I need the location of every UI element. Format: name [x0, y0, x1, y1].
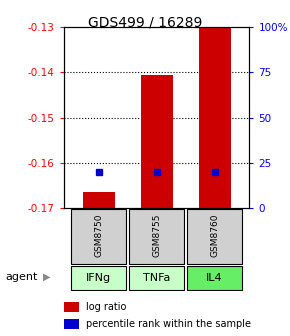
Text: IL4: IL4	[206, 273, 223, 283]
Text: IFNg: IFNg	[86, 273, 111, 283]
Text: GSM8760: GSM8760	[210, 214, 219, 257]
Bar	[187, 209, 242, 264]
Bar	[187, 266, 242, 290]
Text: GSM8755: GSM8755	[152, 214, 161, 257]
Bar	[71, 266, 126, 290]
Text: agent: agent	[6, 272, 38, 282]
Bar	[83, 193, 115, 208]
Text: percentile rank within the sample: percentile rank within the sample	[86, 319, 251, 329]
Bar	[71, 209, 126, 264]
Text: GDS499 / 16289: GDS499 / 16289	[88, 15, 202, 29]
Bar	[64, 319, 79, 329]
Bar	[199, 27, 231, 208]
Bar	[64, 302, 79, 312]
Text: GSM8750: GSM8750	[94, 214, 103, 257]
Bar	[129, 266, 184, 290]
Text: log ratio: log ratio	[86, 302, 126, 312]
Bar	[129, 209, 184, 264]
Text: ▶: ▶	[43, 272, 51, 282]
Text: TNFa: TNFa	[143, 273, 170, 283]
Bar	[141, 75, 173, 208]
